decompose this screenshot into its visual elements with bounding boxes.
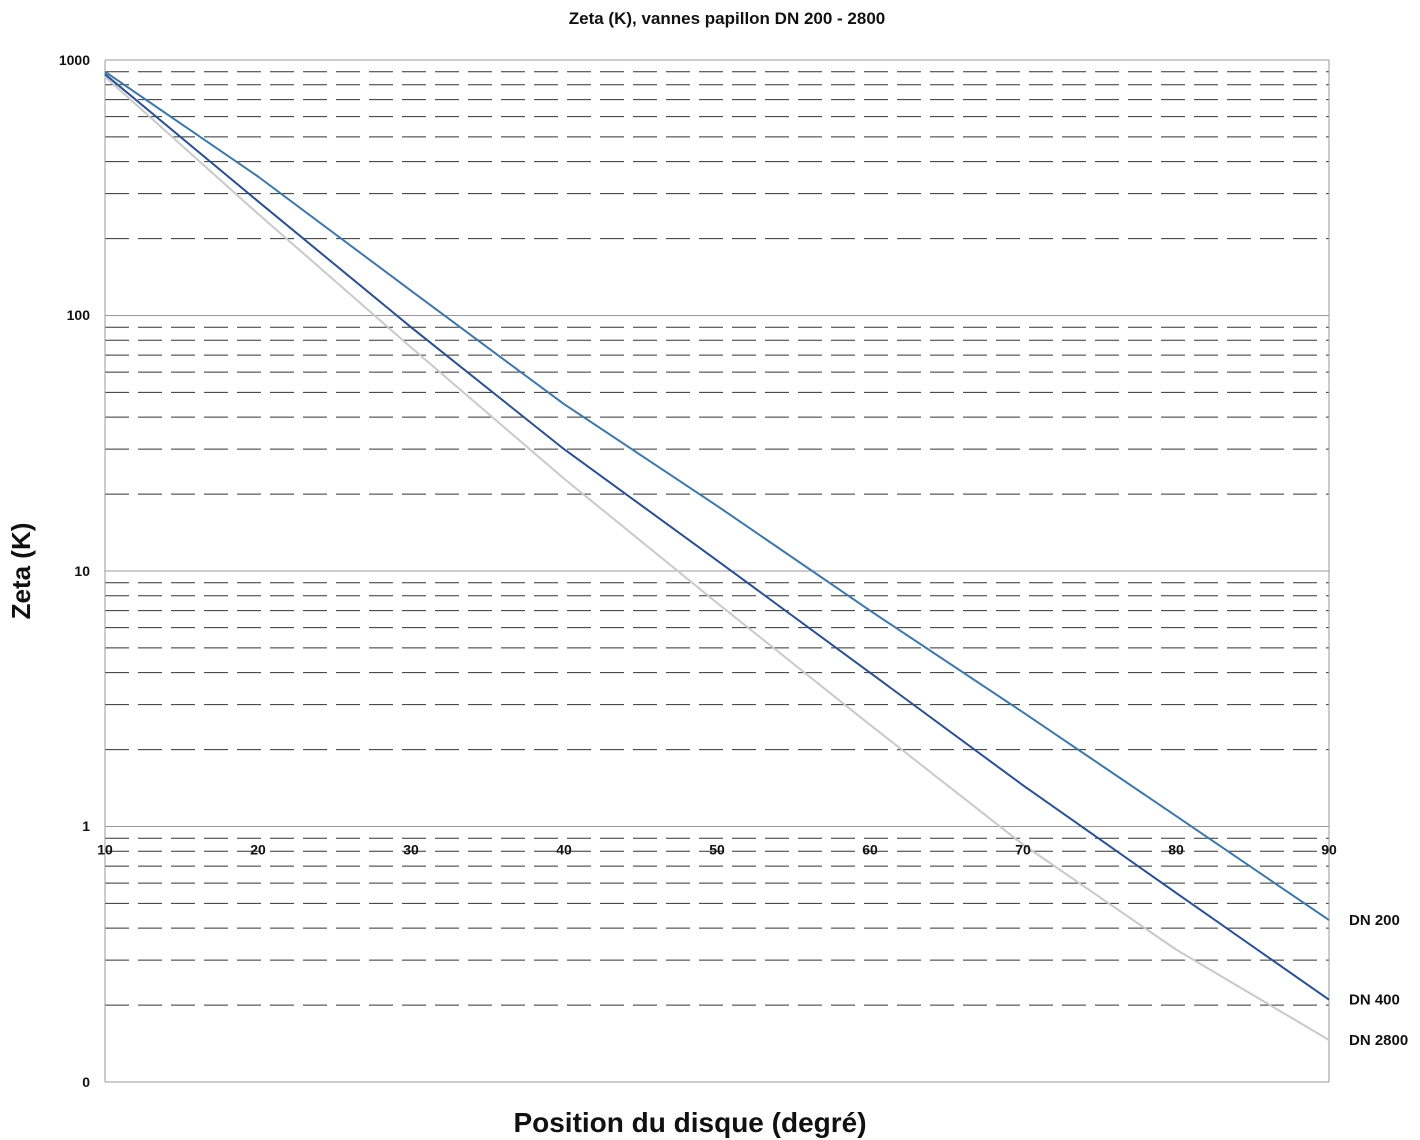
y-axis-label: Zeta (K): [6, 523, 36, 620]
grid-major: [105, 59, 1329, 827]
y-tick-label: 0: [82, 1074, 90, 1090]
series-line-dn-400: [104, 73, 1330, 1001]
legend-label-dn-2800: DN 2800: [1349, 1032, 1408, 1049]
x-tick-label: 40: [556, 842, 572, 858]
x-tick-labels: 10 20 30 40 50 60 70 80 90: [97, 842, 1337, 858]
grid-minor: [105, 71, 1329, 1006]
x-tick-label: 50: [709, 842, 725, 858]
chart-title: Zeta (K), vannes papillon DN 200 - 2800: [569, 9, 885, 28]
y-tick-label: 10: [74, 563, 90, 579]
series-group: [104, 70, 1330, 1041]
x-axis-label: Position du disque (degré): [513, 1107, 866, 1138]
x-tick-label: 20: [250, 842, 266, 858]
x-tick-label: 90: [1321, 842, 1337, 858]
x-tick-label: 10: [97, 842, 113, 858]
y-tick-label: 100: [67, 307, 91, 323]
x-tick-label: 30: [403, 842, 419, 858]
legend: DN 200 DN 400 DN 2800: [1349, 912, 1408, 1049]
y-tick-label: 1000: [59, 52, 90, 68]
x-tick-label: 60: [862, 842, 878, 858]
axes: [104, 60, 1330, 1083]
legend-label-dn-400: DN 400: [1349, 992, 1400, 1009]
series-line-dn-200: [104, 70, 1330, 921]
x-tick-label: 70: [1015, 842, 1031, 858]
x-tick-label: 80: [1168, 842, 1184, 858]
series-line-dn-2800: [104, 75, 1330, 1041]
legend-label-dn-200: DN 200: [1349, 912, 1400, 929]
y-tick-label: 1: [82, 818, 90, 834]
